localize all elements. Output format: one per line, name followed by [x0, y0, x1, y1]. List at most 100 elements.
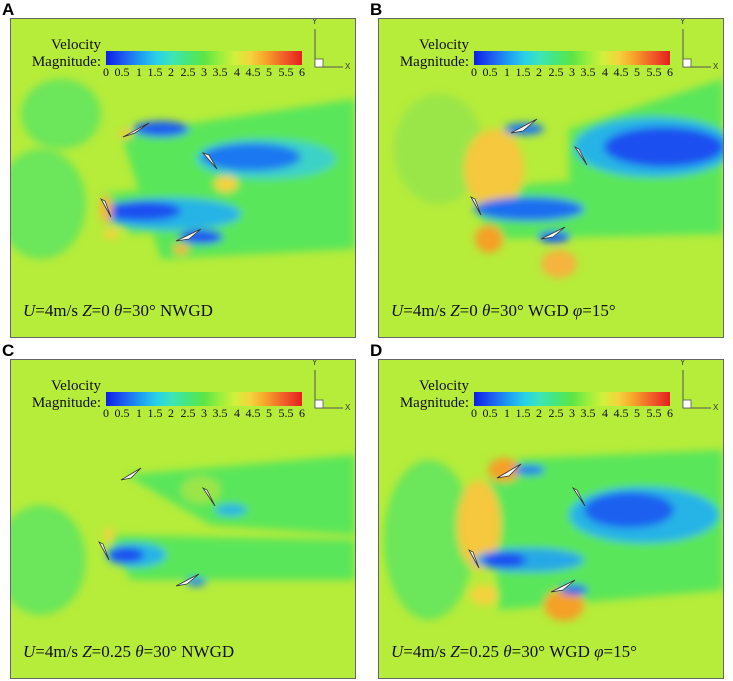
tick-label: 2.5 — [548, 65, 564, 79]
tick-label: 2.5 — [180, 65, 196, 79]
caption-phi-symbol: φ — [572, 301, 583, 320]
caption-theta-value: =30° WGD — [490, 301, 573, 320]
caption-z-symbol: Z — [450, 301, 460, 320]
colorbar-ticks: 0 0.5 1 1.5 2 2.5 3 3.5 4 4.5 5 5.5 6 — [471, 65, 673, 79]
tick-label: 3.5 — [212, 65, 228, 79]
tick-label: 6 — [299, 65, 305, 79]
tick-label: 6 — [667, 65, 673, 79]
colorbar — [474, 51, 670, 65]
caption-u-value: =4m/s — [35, 642, 83, 661]
coordinate-axes: Y X — [309, 360, 351, 414]
tick-label: 6 — [667, 406, 673, 420]
tick-label: 4 — [234, 65, 240, 79]
panel-d: D — [368, 341, 724, 679]
axis-x-label: X — [345, 62, 351, 71]
panel-caption: U=4m/s Z=0.25 θ=30° WGD φ=15° — [391, 642, 637, 662]
tick-label: 4.5 — [245, 406, 261, 420]
legend-title: Velocity Magnitude: — [11, 37, 101, 71]
coordinate-axes: Y X — [309, 19, 351, 73]
tick-label: 4 — [602, 65, 608, 79]
caption-theta-symbol: θ — [135, 642, 144, 661]
caption-phi-value: =15° — [582, 301, 616, 320]
tick-label: 0.5 — [114, 65, 130, 79]
legend-title-line1: Velocity — [51, 378, 101, 394]
tick-label: 3.5 — [212, 406, 228, 420]
panel-letter: B — [370, 0, 383, 19]
colorbar — [106, 51, 302, 65]
colorbar-ticks: 0 0.5 1 1.5 2 2.5 3 3.5 4 4.5 5 5.5 6 — [103, 406, 305, 420]
colorbar — [106, 392, 302, 406]
tick-label: 2 — [536, 65, 542, 79]
caption-z-value: =0 — [459, 301, 482, 320]
colorbar-ticks: 0 0.5 1 1.5 2 2.5 3 3.5 4 4.5 5 5.5 6 — [103, 65, 305, 79]
caption-u-value: =4m/s — [403, 301, 451, 320]
caption-theta-value: =30° NWGD — [143, 642, 235, 661]
axis-x-label: X — [713, 403, 719, 412]
caption-u-value: =4m/s — [35, 301, 83, 320]
tick-label: 1.5 — [515, 65, 531, 79]
caption-u-symbol: U — [23, 642, 36, 661]
coordinate-axes: Y X — [677, 360, 719, 414]
velocity-contour-plot: Velocity Magnitude: 0 0.5 1 1.5 2 2.5 3 … — [10, 359, 356, 679]
panel-letter: C — [2, 341, 15, 360]
tick-label: 0.5 — [482, 65, 498, 79]
legend-title-line1: Velocity — [419, 37, 469, 53]
caption-z-value: =0.25 — [91, 642, 136, 661]
legend-title-line1: Velocity — [419, 378, 469, 394]
tick-label: 2 — [536, 406, 542, 420]
tick-label: 1.5 — [147, 65, 163, 79]
flow-field — [11, 19, 355, 337]
legend-title: Velocity Magnitude: — [11, 378, 101, 412]
tick-label: 1 — [504, 406, 510, 420]
axis-y-label: Y — [680, 18, 686, 26]
tick-label: 4.5 — [613, 65, 629, 79]
velocity-contour-plot: Velocity Magnitude: 0 0.5 1 1.5 2 2.5 3 … — [378, 18, 724, 338]
tick-label: 5.5 — [646, 406, 662, 420]
flow-field — [379, 19, 723, 337]
caption-phi-value: =15° — [603, 642, 637, 661]
legend-title: Velocity Magnitude: — [379, 37, 469, 71]
tick-label: 4.5 — [613, 406, 629, 420]
tick-label: 1.5 — [147, 406, 163, 420]
tick-label: 2.5 — [180, 406, 196, 420]
tick-label: 1 — [136, 406, 142, 420]
caption-u-symbol: U — [391, 642, 404, 661]
tick-label: 3 — [569, 65, 575, 79]
caption-theta-value: =30° NWGD — [122, 301, 213, 320]
tick-label: 4 — [602, 406, 608, 420]
tick-label: 3.5 — [580, 65, 596, 79]
tick-label: 0.5 — [114, 406, 130, 420]
tick-label: 0.5 — [482, 406, 498, 420]
velocity-contour-plot: Velocity Magnitude: 0 0.5 1 1.5 2 2.5 3 … — [378, 359, 724, 679]
flow-field — [379, 360, 723, 678]
legend-title-line2: Magnitude: — [399, 54, 469, 70]
tick-label: 1 — [136, 65, 142, 79]
velocity-contour-plot: Velocity Magnitude: 0 0.5 1 1.5 2 2.5 3 … — [10, 18, 356, 338]
panel-caption: U=4m/s Z=0 θ=30° WGD φ=15° — [391, 301, 616, 321]
caption-z-symbol: Z — [82, 301, 92, 320]
legend-title-line2: Magnitude: — [31, 54, 101, 70]
tick-label: 5.5 — [278, 65, 294, 79]
coordinate-axes: Y X — [677, 19, 719, 73]
colorbar-ticks: 0 0.5 1 1.5 2 2.5 3 3.5 4 4.5 5 5.5 6 — [471, 406, 673, 420]
legend-title-line2: Magnitude: — [31, 395, 101, 411]
tick-label: 5 — [266, 65, 272, 79]
caption-z-value: =0.25 — [459, 642, 504, 661]
tick-label: 6 — [299, 406, 305, 420]
panel-letter: A — [2, 0, 15, 19]
tick-label: 5.5 — [278, 406, 294, 420]
tick-label: 2 — [168, 65, 174, 79]
tick-label: 5 — [634, 406, 640, 420]
axis-x-label: X — [345, 403, 351, 412]
tick-label: 5.5 — [646, 65, 662, 79]
panel-c: C Velocity — [0, 341, 356, 679]
tick-label: 5 — [634, 65, 640, 79]
tick-label: 5 — [266, 406, 272, 420]
panel-caption: U=4m/s Z=0 θ=30° NWGD — [23, 301, 213, 321]
tick-label: 2.5 — [548, 406, 564, 420]
tick-label: 0 — [103, 65, 109, 79]
tick-label: 1 — [504, 65, 510, 79]
axis-x-label: X — [713, 62, 719, 71]
caption-theta-symbol: θ — [114, 301, 123, 320]
caption-u-value: =4m/s — [403, 642, 451, 661]
